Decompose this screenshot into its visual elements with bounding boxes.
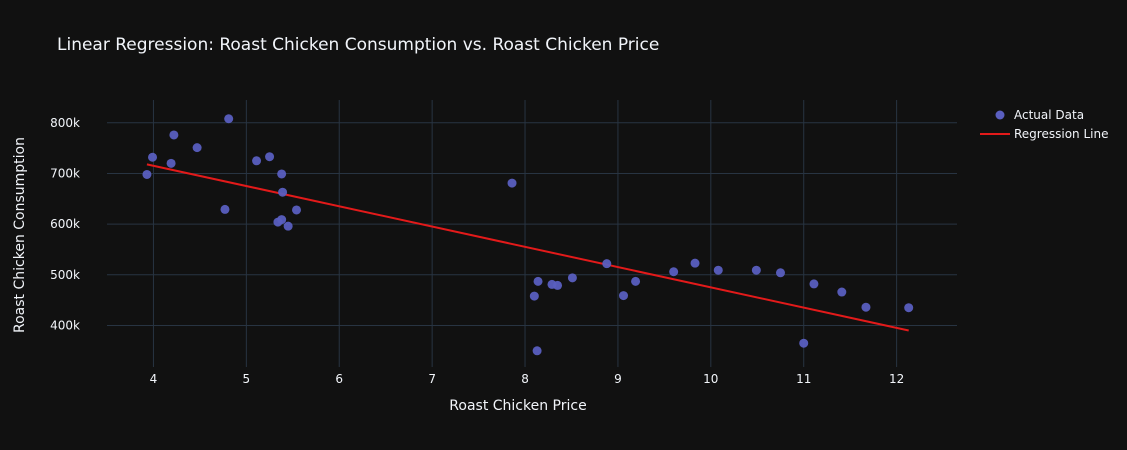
x-tick-label: 6 <box>335 372 343 386</box>
data-point <box>166 158 176 168</box>
data-point <box>142 169 152 179</box>
x-tick-label: 11 <box>796 372 811 386</box>
data-point <box>192 143 202 153</box>
legend: Actual Data Regression Line <box>980 108 1108 141</box>
data-point <box>529 291 539 301</box>
x-tick-label: 9 <box>614 372 622 386</box>
x-tick-label: 10 <box>703 372 718 386</box>
data-point <box>252 156 262 166</box>
legend-label-regression-line: Regression Line <box>1014 127 1108 141</box>
data-point <box>837 287 847 297</box>
data-point <box>669 267 679 277</box>
x-axis-title: Roast Chicken Price <box>449 398 586 414</box>
data-point <box>148 152 158 162</box>
legend-label-actual-data: Actual Data <box>1014 108 1084 122</box>
grid <box>107 100 957 367</box>
data-point <box>904 303 914 313</box>
data-point <box>532 346 542 356</box>
data-point <box>220 204 230 214</box>
legend-marker-actual-data <box>995 110 1005 120</box>
data-point <box>619 291 629 301</box>
data-point <box>775 268 785 278</box>
y-tick-label: 600k <box>50 217 80 231</box>
data-point <box>751 265 761 275</box>
data-point <box>169 130 179 140</box>
y-tick-label: 800k <box>50 116 80 130</box>
data-point <box>278 187 288 197</box>
data-point <box>283 221 293 231</box>
data-point <box>277 215 287 225</box>
data-point <box>690 258 700 268</box>
regression-line-layer <box>146 163 909 332</box>
data-point <box>292 205 302 215</box>
data-point <box>631 276 641 286</box>
y-tick-label: 400k <box>50 318 80 332</box>
data-point <box>277 169 287 179</box>
y-tick-label: 500k <box>50 268 80 282</box>
chart-title: Linear Regression: Roast Chicken Consump… <box>57 35 659 55</box>
regression-line <box>146 163 909 332</box>
data-point <box>553 280 563 290</box>
data-point <box>809 279 819 289</box>
y-axis-title: Roast Chicken Consumption <box>12 137 28 333</box>
data-points <box>142 114 914 356</box>
data-point <box>533 276 543 286</box>
x-tick-label: 12 <box>889 372 904 386</box>
x-tick-label: 4 <box>150 372 158 386</box>
data-point <box>799 338 809 348</box>
data-point <box>861 302 871 312</box>
x-tick-label: 5 <box>243 372 251 386</box>
data-point <box>567 273 577 283</box>
y-tick-label: 700k <box>50 166 80 180</box>
x-tick-label: 7 <box>428 372 436 386</box>
tick-labels: 4 5 6 7 8 9 10 11 12 400k 500k 600k 700k 800k <box>50 116 904 386</box>
data-point <box>507 178 517 188</box>
data-point <box>265 152 275 162</box>
x-tick-label: 8 <box>521 372 529 386</box>
data-point <box>224 114 234 124</box>
data-point <box>602 259 612 269</box>
data-point <box>713 265 723 275</box>
